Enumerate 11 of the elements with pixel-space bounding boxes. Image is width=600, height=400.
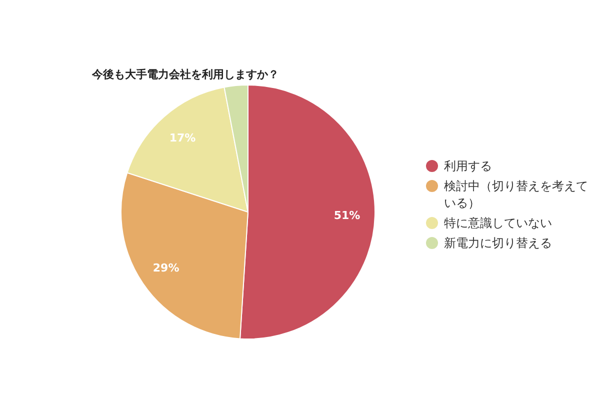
legend-label: 新電力に切り替える: [444, 236, 552, 250]
slice: 29%: [120, 172, 248, 340]
slice: 17%: [126, 86, 248, 212]
legend-label: 検討中（切り替えを考えている）: [444, 179, 588, 210]
slice: 51%: [240, 84, 376, 340]
data-label: 51%: [334, 209, 360, 222]
legend-label: 特に意識していない: [444, 216, 552, 230]
data-label: 29%: [152, 262, 180, 275]
data-label: 17%: [169, 132, 196, 145]
chart-title: 今後も大手電力会社を利用しますか？: [92, 68, 279, 81]
legend-label: 利用する: [444, 159, 492, 173]
